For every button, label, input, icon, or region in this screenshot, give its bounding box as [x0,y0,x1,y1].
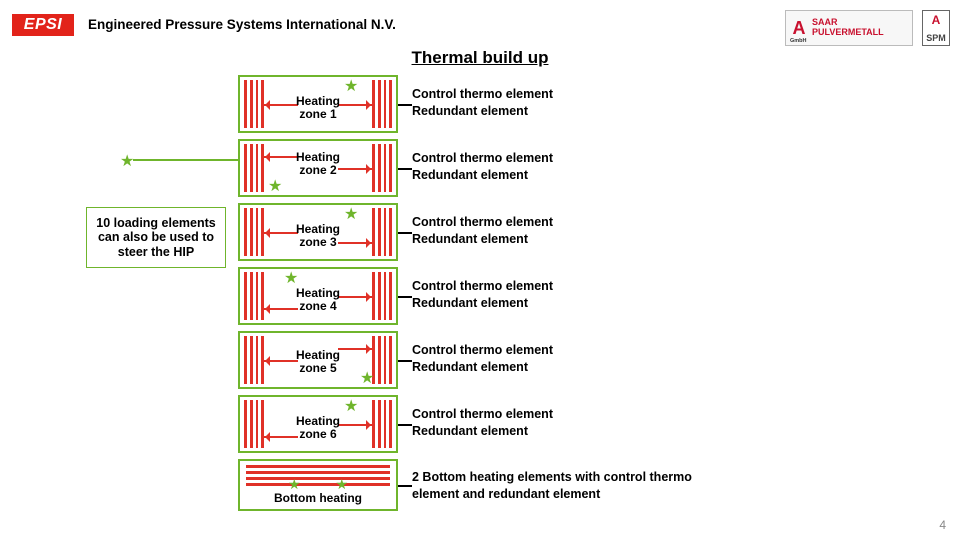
legend-connector [398,485,412,487]
company-name: Engineered Pressure Systems Internationa… [88,17,396,32]
bottom-heating-zone: ★ ★ Bottom heating [238,459,398,511]
legend-connector [398,424,412,426]
saar-logo: A SAARPULVERMETALL GmbH [785,10,913,46]
saar-logo-text: SAARPULVERMETALL [812,17,884,37]
zone-legend: Control thermo elementRedundant element [412,278,553,312]
spm-logo-text: SPM [923,33,949,43]
legend-control: Control thermo element [412,278,553,295]
zone-legend: Control thermo elementRedundant element [412,342,553,376]
legend-connector [398,104,412,106]
legend-connector [398,360,412,362]
star-icon: ★ [268,179,282,195]
heating-zone: ★ Heatingzone 1 [238,75,398,133]
note-star-icon: ★ [120,151,134,171]
spm-logo-mark: A [923,13,949,27]
zone-label: Heatingzone 4 [240,287,396,313]
star-icon: ★ [344,79,358,95]
zone-legend: Control thermo elementRedundant element [412,214,553,248]
legend-control: Control thermo element [412,342,553,359]
heating-zone: ★ Heatingzone 3 [238,203,398,261]
note-box: 10 loading elements can also be used to … [86,207,226,268]
zone-legend: Control thermo elementRedundant element [412,150,553,184]
legend-connector [398,296,412,298]
spm-logo: A SPM [922,10,950,46]
heating-zone: ★ Heatingzone 5 [238,331,398,389]
zone-label: Heatingzone 3 [240,223,396,249]
legend-redundant: Redundant element [412,295,553,312]
note-connector [133,159,239,161]
legend-connector [398,168,412,170]
heating-zone: ★ Heatingzone 4 [238,267,398,325]
zone-legend: Control thermo elementRedundant element [412,406,553,440]
header: EPSI Engineered Pressure Systems Interna… [0,6,960,46]
legend-control: Control thermo element [412,86,553,103]
zone-label: Heatingzone 5 [240,349,396,375]
legend-redundant: Redundant element [412,103,553,120]
heater-bars-horizontal [246,465,390,489]
heating-zones-column: ★ Heatingzone 1 ★ Heatingzone 2 ★ Heatin… [238,75,398,511]
partner-logos: A SAARPULVERMETALL GmbH A SPM [785,10,950,46]
zone-label: Heatingzone 1 [240,95,396,121]
legend-redundant: Redundant element [412,359,553,376]
zone-label: Heatingzone 2 [240,151,396,177]
legend-control: Control thermo element [412,214,553,231]
bottom-legend: 2 Bottom heating elements with control t… [412,469,732,503]
star-icon: ★ [344,207,358,223]
zone-label: Heatingzone 6 [240,415,396,441]
legend-redundant: Redundant element [412,231,553,248]
page-title: Thermal build up [0,48,960,68]
legend-redundant: Redundant element [412,423,553,440]
star-icon: ★ [284,271,298,287]
epsi-logo: EPSI [12,14,74,36]
star-icon: ★ [344,399,358,415]
page-number: 4 [939,518,946,532]
bottom-heating-label: Bottom heating [240,491,396,505]
legend-control: Control thermo element [412,150,553,167]
saar-logo-suffix: GmbH [790,38,807,44]
legend-redundant: Redundant element [412,167,553,184]
legend-connector [398,232,412,234]
legend-control: Control thermo element [412,406,553,423]
heating-zone: ★ Heatingzone 6 [238,395,398,453]
heating-zone: ★ Heatingzone 2 [238,139,398,197]
zone-legend: Control thermo elementRedundant element [412,86,553,120]
